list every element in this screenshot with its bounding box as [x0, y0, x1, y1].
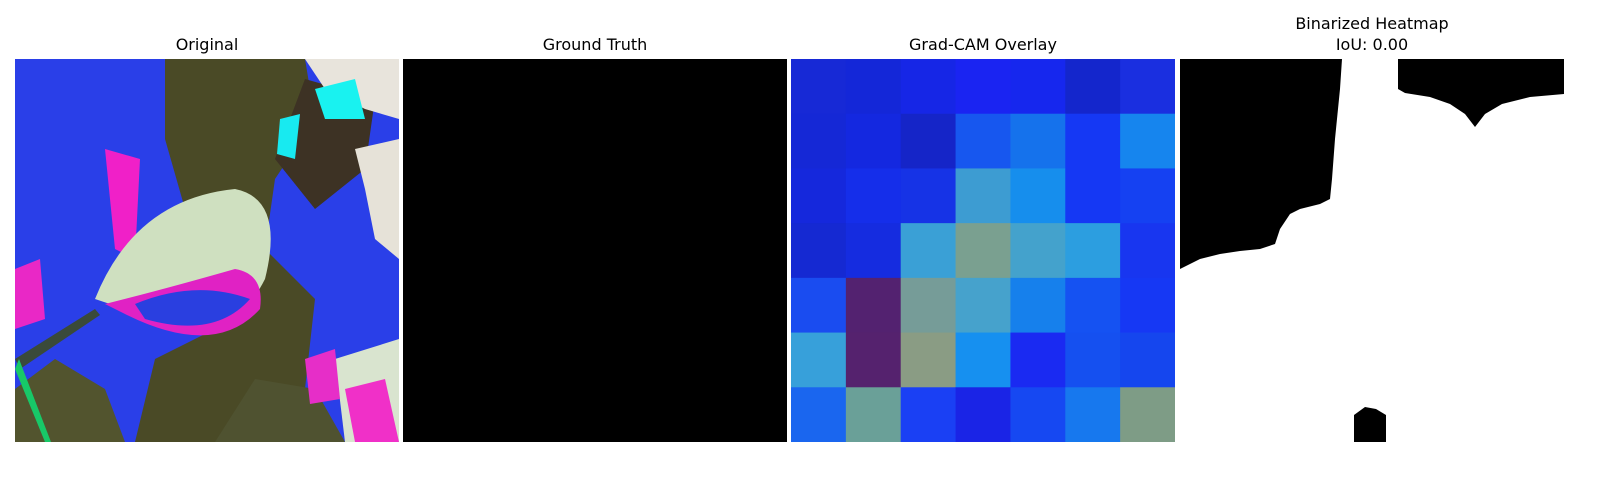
- iou-label: IoU: 0.00: [1335, 35, 1409, 54]
- binarized-panel: Binarized Heatmap IoU: 0.00: [1180, 0, 1564, 500]
- gradcam-cell: [955, 113, 1011, 169]
- gradcam-cell: [900, 223, 957, 279]
- gradcam-cell: [1010, 277, 1066, 334]
- gradcam-cell: [900, 387, 957, 442]
- gradcam-cell: [1120, 59, 1175, 115]
- gradcam-cell: [791, 59, 847, 115]
- gradcam-overlay-image: [791, 59, 1175, 442]
- original-title: Original: [175, 35, 239, 54]
- binarized-heatmap: [1180, 59, 1564, 442]
- gradcam-cell: [845, 332, 902, 388]
- gradcam-cell: [1010, 332, 1066, 388]
- gradcam-cell: [1120, 277, 1175, 334]
- gradcam-title: Grad-CAM Overlay: [909, 35, 1057, 54]
- gradcam-panel: Grad-CAM Overlay: [791, 0, 1175, 500]
- gradcam-cell: [791, 332, 847, 388]
- gradcam-cell: [1065, 277, 1121, 334]
- gradcam-cell: [1065, 387, 1121, 442]
- gradcam-cell: [1010, 223, 1066, 279]
- gradcam-cell: [791, 113, 847, 169]
- gradcam-cell: [845, 387, 902, 442]
- gradcam-cell: [955, 168, 1011, 224]
- gradcam-cell: [900, 332, 957, 388]
- gradcam-cell: [955, 223, 1011, 279]
- gradcam-cell: [1120, 332, 1175, 388]
- gradcam-cell: [1120, 168, 1175, 224]
- gradcam-cell: [1010, 387, 1066, 442]
- gradcam-cell: [1010, 168, 1066, 224]
- ground-truth-title: Ground Truth: [542, 35, 648, 54]
- gradcam-cell: [845, 223, 902, 279]
- gradcam-cell: [1010, 113, 1066, 169]
- gradcam-cell: [900, 168, 957, 224]
- gradcam-cell: [791, 277, 847, 334]
- original-panel: Original: [15, 0, 399, 500]
- gradcam-cell: [1120, 113, 1175, 169]
- gradcam-cell: [1065, 59, 1121, 115]
- gradcam-cell: [845, 113, 902, 169]
- gradcam-cell: [791, 387, 847, 442]
- binarized-title: Binarized Heatmap: [1295, 14, 1449, 33]
- gradcam-cell: [791, 168, 847, 224]
- ground-truth-panel: Ground Truth: [403, 0, 787, 500]
- gradcam-cell: [900, 113, 957, 169]
- gradcam-cell: [791, 223, 847, 279]
- gradcam-cell: [900, 59, 957, 115]
- gradcam-cell: [845, 277, 902, 334]
- gradcam-cell: [955, 387, 1011, 442]
- gradcam-cell: [955, 59, 1011, 115]
- gradcam-cell: [1065, 113, 1121, 169]
- gradcam-cell: [1065, 332, 1121, 388]
- gradcam-cell: [1120, 223, 1175, 279]
- original-image: [15, 59, 399, 442]
- gradcam-cell: [955, 277, 1011, 334]
- gradcam-cell: [900, 277, 957, 334]
- gradcam-cell: [1065, 223, 1121, 279]
- gradcam-cell: [1010, 59, 1066, 115]
- gradcam-cell: [845, 168, 902, 224]
- gradcam-cell: [955, 332, 1011, 388]
- gradcam-cell: [845, 59, 902, 115]
- gradcam-cell: [1065, 168, 1121, 224]
- gradcam-cell: [1120, 387, 1175, 442]
- ground-truth-mask: [403, 59, 787, 442]
